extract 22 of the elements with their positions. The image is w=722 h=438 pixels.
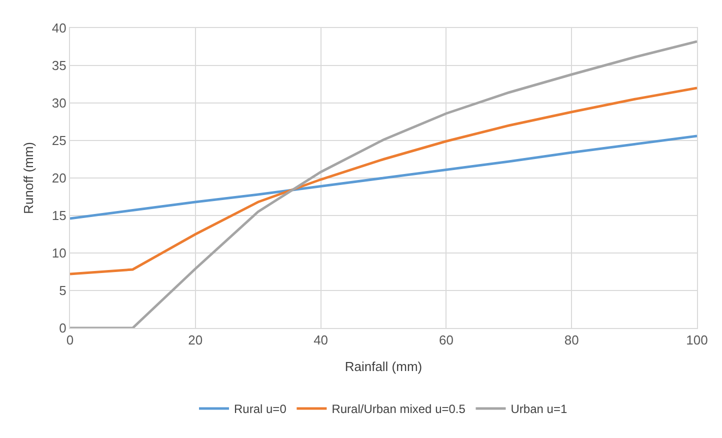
x-axis-title: Rainfall (mm) bbox=[344, 359, 422, 374]
y-axis-title: Runoff (mm) bbox=[20, 142, 36, 214]
legend-label: Rural u=0 bbox=[234, 402, 287, 416]
x-tick-label: 60 bbox=[438, 332, 454, 348]
y-tick-label: 30 bbox=[52, 96, 66, 111]
y-tick-label: 40 bbox=[52, 20, 66, 36]
line-series bbox=[70, 134, 697, 220]
y-tick-label: 5 bbox=[59, 283, 66, 298]
y-tick-label: 25 bbox=[52, 133, 66, 148]
y-tick-label: 0 bbox=[59, 320, 66, 336]
y-tick-label: 15 bbox=[52, 208, 66, 224]
line-series bbox=[70, 40, 697, 328]
y-tick-label: 35 bbox=[52, 58, 66, 74]
x-tick-label: 20 bbox=[188, 332, 203, 348]
legend-label: Urban u=1 bbox=[510, 402, 568, 416]
y-tick-label: 10 bbox=[52, 246, 66, 261]
x-tick-label: 80 bbox=[564, 332, 579, 348]
y-tick-label: 20 bbox=[52, 170, 66, 186]
x-tick-label: 100 bbox=[686, 332, 708, 348]
line-series bbox=[70, 86, 697, 276]
legend-label: Rural/Urban mixed u=0.5 bbox=[332, 402, 466, 416]
x-tick-label: 40 bbox=[314, 332, 328, 348]
